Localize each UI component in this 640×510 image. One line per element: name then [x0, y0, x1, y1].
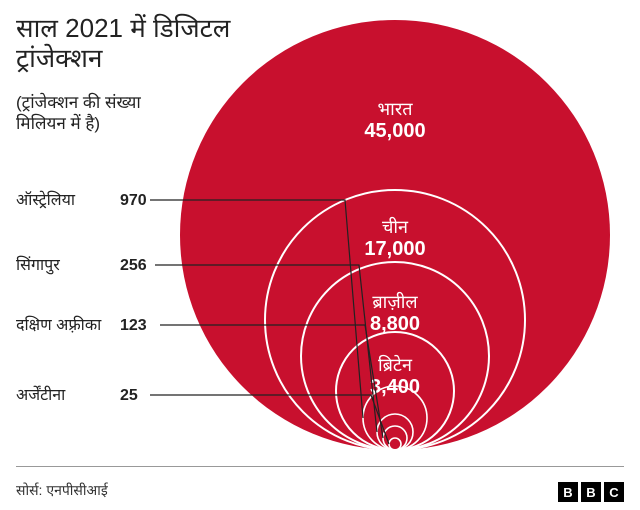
circle-value: 3,400 [370, 376, 420, 398]
source-label: सोर्स: एनपीसीआई [16, 481, 108, 500]
circle-label: चीन [382, 216, 409, 237]
side-label-value: 256 [120, 257, 147, 274]
side-label-name: दक्षिण अफ़्रीका [16, 315, 102, 334]
side-label-name: ऑस्ट्रेलिया [16, 190, 76, 209]
bubble-chart: भारत45,000चीन17,000ब्राज़ील8,800ब्रिटेन3… [0, 0, 640, 470]
bbc-logo: BBC [558, 482, 624, 502]
side-label-name: अर्जेंटीना [16, 385, 66, 404]
circle-value: 17,000 [364, 238, 425, 260]
side-label-name: सिंगापुर [16, 255, 60, 275]
side-label-value: 123 [120, 317, 147, 334]
divider-bottom [16, 466, 624, 467]
circle-label: ब्रिटेन [378, 354, 413, 375]
circle-label: भारत [378, 99, 414, 119]
side-label-value: 25 [120, 387, 138, 404]
side-label-value: 970 [120, 192, 147, 209]
circle-label: ब्राज़ील [372, 291, 418, 312]
circle-value: 45,000 [364, 120, 425, 142]
